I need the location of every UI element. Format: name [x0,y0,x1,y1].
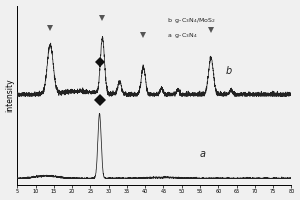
Text: b  g-C$_3$N$_4$/MoS$_2$: b g-C$_3$N$_4$/MoS$_2$ [167,16,216,25]
Text: a: a [200,149,206,159]
Y-axis label: intensity: intensity [6,79,15,112]
Text: b: b [226,66,232,76]
Text: a  g-C$_3$N$_4$: a g-C$_3$N$_4$ [167,31,198,40]
